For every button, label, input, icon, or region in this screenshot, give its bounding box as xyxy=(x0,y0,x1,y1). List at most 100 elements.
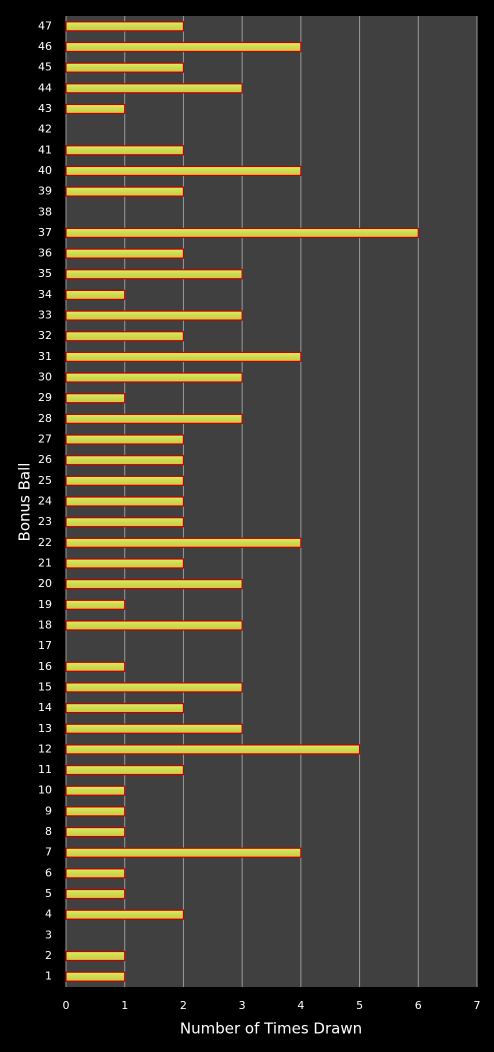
bar xyxy=(65,434,185,445)
bar xyxy=(65,888,126,900)
y-tick-label: 19 xyxy=(38,598,52,611)
bar xyxy=(65,248,185,259)
bar xyxy=(65,413,243,424)
bar xyxy=(65,764,185,776)
bar xyxy=(65,21,185,32)
y-axis-title: Bonus Ball xyxy=(16,463,34,542)
y-tick-label: 35 xyxy=(38,267,52,280)
y-tick-label: 47 xyxy=(38,19,52,32)
y-tick-label: 7 xyxy=(45,846,52,859)
bar xyxy=(65,393,126,404)
bar xyxy=(65,165,302,177)
x-tick-label: 7 xyxy=(474,999,481,1012)
y-tick-label: 11 xyxy=(38,763,52,776)
y-tick-label: 43 xyxy=(38,102,52,115)
x-tick-label: 0 xyxy=(63,999,70,1012)
y-tick-label: 31 xyxy=(38,350,52,363)
bar xyxy=(65,331,185,342)
x-tick-label: 3 xyxy=(239,999,246,1012)
y-tick-label: 24 xyxy=(38,495,52,508)
y-tick-label: 4 xyxy=(45,908,52,921)
bar xyxy=(65,620,243,631)
x-axis-title: Number of Times Drawn xyxy=(180,1020,362,1038)
bar xyxy=(65,145,185,156)
bar xyxy=(65,950,126,962)
y-tick-label: 14 xyxy=(38,701,52,714)
y-tick-label: 12 xyxy=(38,742,52,755)
y-tick-label: 17 xyxy=(38,639,52,652)
y-tick-label: 18 xyxy=(38,618,52,631)
bar xyxy=(65,868,126,879)
y-tick-label: 25 xyxy=(38,474,52,487)
y-tick-label: 44 xyxy=(38,81,52,94)
y-tick-label: 3 xyxy=(45,928,52,941)
y-tick-label: 8 xyxy=(45,825,52,838)
bar xyxy=(65,537,302,548)
bar xyxy=(65,496,185,507)
x-tick-label: 2 xyxy=(180,999,187,1012)
bar xyxy=(65,661,126,672)
y-tick-label: 21 xyxy=(38,556,52,569)
y-tick-label: 33 xyxy=(38,309,52,322)
y-tick-label: 29 xyxy=(38,391,52,404)
y-tick-label: 20 xyxy=(38,577,52,590)
bar xyxy=(65,269,243,280)
y-tick-label: 1 xyxy=(45,970,52,983)
y-tick-label: 30 xyxy=(38,371,52,384)
y-tick-label: 22 xyxy=(38,536,52,549)
bar xyxy=(65,351,302,362)
bar xyxy=(65,558,185,569)
bar xyxy=(65,83,243,94)
bar xyxy=(65,723,243,734)
bar xyxy=(65,909,185,920)
bar xyxy=(65,847,302,858)
bar xyxy=(65,289,126,301)
y-tick-label: 40 xyxy=(38,164,52,177)
y-tick-label: 5 xyxy=(45,887,52,900)
bar xyxy=(65,744,361,755)
x-tick-label: 5 xyxy=(356,999,363,1012)
y-tick-label: 6 xyxy=(45,866,52,879)
y-tick-label: 45 xyxy=(38,61,52,74)
bar xyxy=(65,62,185,73)
y-tick-label: 41 xyxy=(38,143,52,156)
y-tick-label: 32 xyxy=(38,329,52,342)
y-tick-label: 39 xyxy=(38,185,52,198)
x-tick-label: 4 xyxy=(297,999,304,1012)
y-tick-label: 46 xyxy=(38,40,52,53)
y-tick-label: 28 xyxy=(38,412,52,425)
y-tick-label: 27 xyxy=(38,433,52,446)
bar xyxy=(65,702,185,714)
y-tick-label: 2 xyxy=(45,949,52,962)
bar xyxy=(65,579,243,590)
y-tick-label: 10 xyxy=(38,784,52,797)
y-tick-label: 34 xyxy=(38,288,52,301)
bar xyxy=(65,41,302,53)
bar xyxy=(65,971,126,982)
y-tick-label: 38 xyxy=(38,205,52,218)
bar xyxy=(65,310,243,321)
y-tick-label: 15 xyxy=(38,680,52,693)
bar xyxy=(65,806,126,817)
y-tick-label: 13 xyxy=(38,722,52,735)
y-tick-label: 16 xyxy=(38,660,52,673)
y-tick-label: 37 xyxy=(38,226,52,239)
bar xyxy=(65,455,185,466)
y-tick-label: 26 xyxy=(38,453,52,466)
y-tick-label: 42 xyxy=(38,123,52,136)
y-tick-label: 23 xyxy=(38,515,52,528)
bar xyxy=(65,599,126,610)
bar xyxy=(65,785,126,796)
bar xyxy=(65,517,185,528)
x-tick-label: 6 xyxy=(415,999,422,1012)
bar xyxy=(65,227,419,239)
bar xyxy=(65,682,243,693)
bar xyxy=(65,103,126,115)
bar xyxy=(65,372,243,383)
bar xyxy=(65,475,185,486)
x-tick-label: 1 xyxy=(121,999,128,1012)
y-tick-label: 36 xyxy=(38,247,52,260)
y-tick-label: 9 xyxy=(45,804,52,817)
bar xyxy=(65,186,185,197)
